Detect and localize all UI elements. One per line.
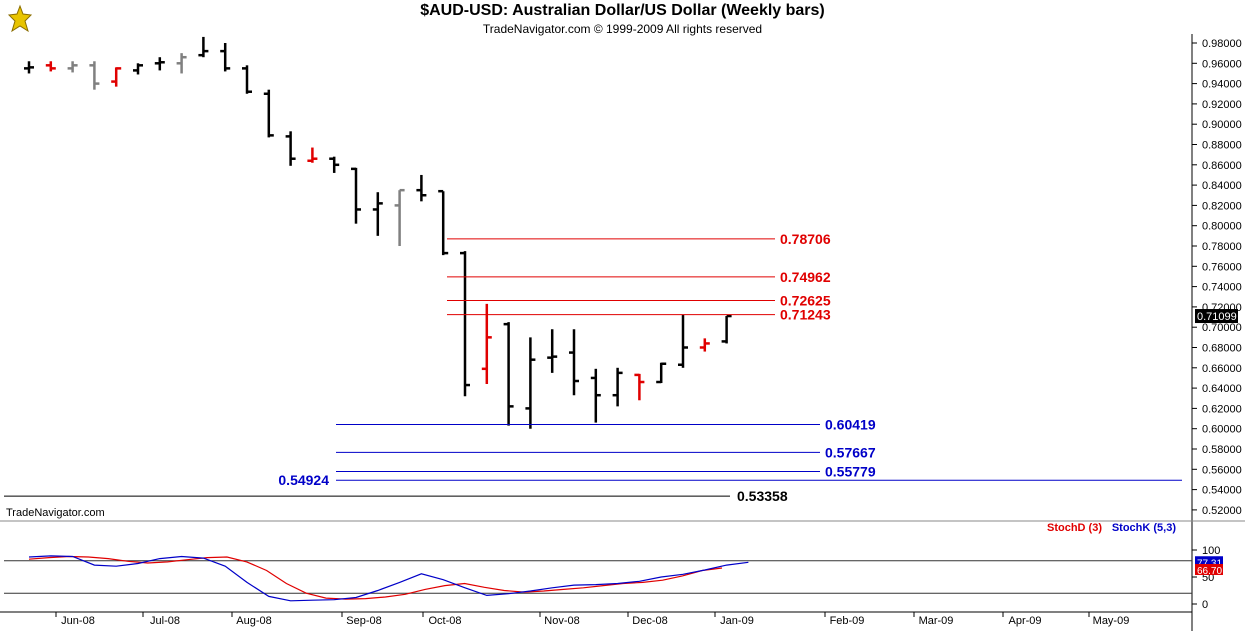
fib-level-label: 0.72625 [780,293,831,309]
time-axis-label: Jul-08 [150,615,180,627]
stochd-readout-bg [1195,563,1223,575]
stochk-readout: 77.31 [1197,558,1222,569]
time-axis-label: Apr-09 [1008,615,1041,627]
price-axis-tick-label: 0.58000 [1202,444,1242,456]
price-axis-tick-label: 0.96000 [1202,58,1242,70]
time-axis-label: May-09 [1093,615,1130,627]
fib-level-label: 0.60419 [825,416,876,432]
chart-title: $AUD-USD: Australian Dollar/US Dollar (W… [420,2,825,19]
price-axis-tick-label: 0.92000 [1202,99,1242,111]
price-axis-tick-label: 0.68000 [1202,343,1242,355]
tradenavigator-logo-icon [6,4,34,34]
time-axis-label: Dec-08 [632,615,667,627]
stochd-readout: 66.70 [1197,566,1222,577]
time-axis-label: Jan-09 [720,615,754,627]
price-panel-background [0,34,1192,492]
fib-level-label: 0.54924 [278,472,329,488]
time-axis-label: Jun-08 [61,615,95,627]
stoch-axis-tick-label: 50 [1202,572,1214,584]
price-axis-tick-label: 0.94000 [1202,79,1242,91]
chart-subtitle: TradeNavigator.com © 1999-2009 All right… [482,22,763,36]
fib-level-label: 0.78706 [780,231,831,247]
price-axis-tick-label: 0.78000 [1202,241,1242,253]
stochk-legend: StochK (5,3) [1112,522,1177,534]
price-axis-tick-label: 0.60000 [1202,424,1242,436]
stochk-line [28,555,749,602]
price-axis-tick-label: 0.66000 [1202,363,1242,375]
price-axis-tick-label: 0.76000 [1202,261,1242,273]
price-axis-tick-label: 0.86000 [1202,160,1242,172]
time-axis-label: Oct-08 [428,615,461,627]
price-axis-tick-label: 0.88000 [1202,140,1242,152]
price-axis-tick-label: 0.82000 [1202,200,1242,212]
price-axis-tick-label: 0.84000 [1202,180,1242,192]
fib-level-label: 0.53358 [737,488,788,504]
watermark-text: TradeNavigator.com [6,507,105,519]
last-price-marker [1195,309,1238,324]
price-axis-tick-label: 0.64000 [1202,383,1242,395]
stochk-readout-bg [1195,556,1223,568]
price-axis-tick-label: 0.70000 [1202,322,1242,334]
price-axis-tick-label: 0.80000 [1202,221,1242,233]
price-axis-tick-label: 0.74000 [1202,282,1242,294]
stochd-line [28,555,723,600]
last-price-label: 0.71099 [1197,311,1237,323]
price-axis-tick-label: 0.54000 [1202,485,1242,497]
fib-level-label: 0.55779 [825,464,876,480]
time-axis-label: Feb-09 [830,615,865,627]
time-axis-label: Mar-09 [919,615,954,627]
stoch-axis-tick-label: 0 [1202,599,1208,611]
fib-level-label: 0.71243 [780,307,831,323]
price-axis-tick-label: 0.62000 [1202,403,1242,415]
price-axis-tick-label: 0.52000 [1202,505,1242,517]
price-axis-tick-label: 0.98000 [1202,38,1242,50]
fib-level-label: 0.57667 [825,444,876,460]
time-axis-label: Aug-08 [236,615,271,627]
price-axis-tick-label: 0.56000 [1202,464,1242,476]
price-axis-tick-label: 0.90000 [1202,119,1242,131]
stoch-axis-tick-label: 100 [1202,545,1220,557]
time-axis-label: Nov-08 [544,615,579,627]
time-axis-label: Sep-08 [346,615,381,627]
fib-level-label: 0.74962 [780,269,831,285]
stochd-legend: StochD (3) [1047,522,1102,534]
